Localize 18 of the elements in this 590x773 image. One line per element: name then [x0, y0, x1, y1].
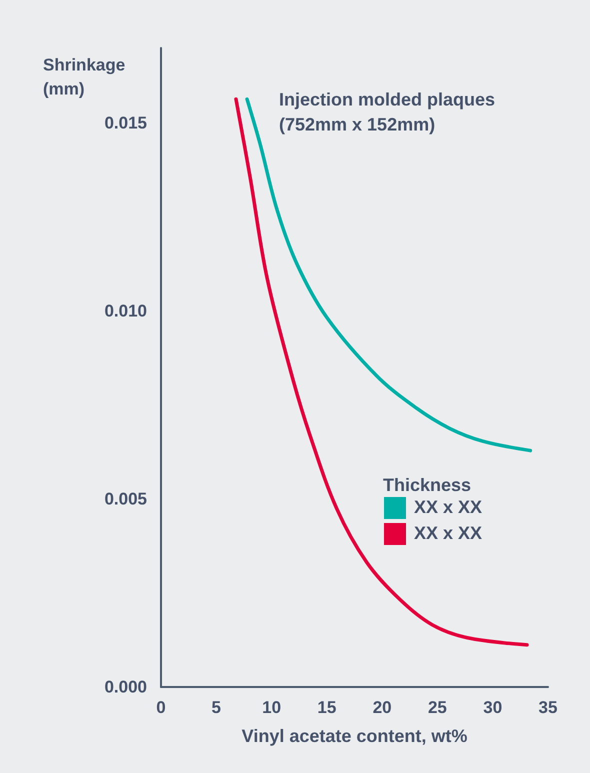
y-tick-label: 0.005 — [104, 490, 147, 509]
legend-label: XX x XX — [414, 497, 482, 517]
x-tick-label: 30 — [483, 698, 502, 717]
x-tick-label: 25 — [428, 698, 447, 717]
y-tick-label: 0.000 — [104, 678, 147, 696]
legend-title: Thickness — [383, 475, 472, 495]
legend-label: XX x XX — [414, 523, 482, 543]
x-tick-label: 10 — [262, 698, 282, 717]
y-tick-label: 0.015 — [104, 114, 147, 133]
y-axis-title: Shrinkage (mm) — [43, 56, 130, 98]
text: Injection molded plaques (752mm x 152mm) — [279, 90, 500, 134]
x-axis-title: Vinyl acetate content, wt% — [242, 726, 468, 746]
x-tick-label: 5 — [212, 698, 222, 717]
x-tick-label: 20 — [372, 698, 392, 717]
x-tick-label: 35 — [538, 698, 558, 717]
y-tick-label: 0.010 — [104, 302, 147, 321]
x-tick-label: 15 — [317, 698, 336, 717]
x-tick-label: 0 — [156, 698, 166, 717]
